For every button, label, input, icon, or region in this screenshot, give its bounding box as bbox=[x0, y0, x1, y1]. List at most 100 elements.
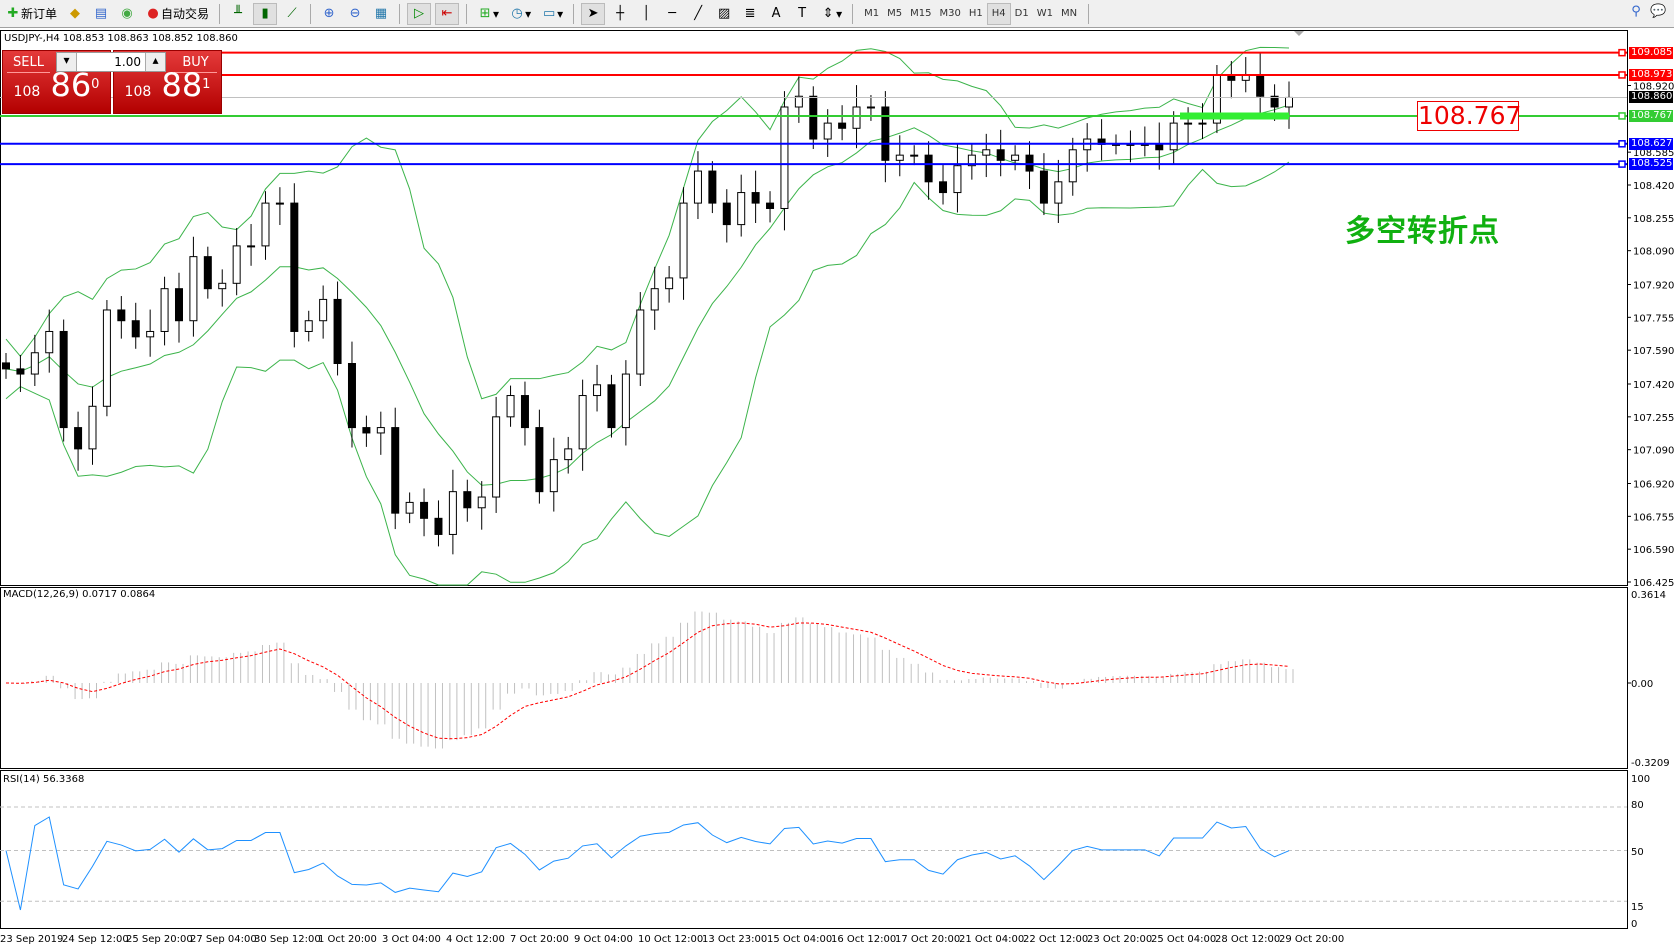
macd-pane bbox=[0, 587, 1628, 769]
price-axis-label: 107.920 bbox=[1633, 281, 1674, 292]
horizontal-line-icon: ─ bbox=[668, 5, 677, 21]
level-price-label: 108.973 bbox=[1629, 68, 1673, 81]
lot-input[interactable]: 1.00 bbox=[114, 55, 141, 69]
candle-bull bbox=[1184, 122, 1193, 125]
candle-bear bbox=[347, 363, 356, 429]
level-handle bbox=[1618, 48, 1626, 57]
lot-increase-button[interactable]: ▴ bbox=[145, 53, 165, 71]
price-axis-label: 107.420 bbox=[1633, 380, 1674, 391]
candle-bull bbox=[506, 395, 515, 418]
bar-chart-icon: ╨ bbox=[234, 5, 242, 21]
new-order-button[interactable]: ✚ 新订单 bbox=[2, 3, 60, 25]
candle-bull bbox=[866, 106, 875, 109]
candle-bear bbox=[607, 384, 616, 429]
cursor-button[interactable]: ➤ bbox=[581, 2, 606, 25]
tile-windows-button[interactable]: ▦ bbox=[370, 3, 392, 25]
lot-decrease-button[interactable]: ▾ bbox=[57, 53, 77, 71]
text-button[interactable]: A bbox=[765, 3, 787, 25]
price-axis-label: 108.920 bbox=[1633, 82, 1674, 93]
level-price-label: 108.860 bbox=[1629, 91, 1673, 104]
separator bbox=[399, 3, 401, 24]
signal-icon: ◉ bbox=[121, 5, 133, 21]
horizontal-line-button[interactable]: ─ bbox=[661, 3, 683, 25]
line-chart-button[interactable]: ⟋ bbox=[281, 3, 303, 25]
separator bbox=[310, 3, 312, 24]
level-price-label: 109.085 bbox=[1629, 46, 1673, 59]
vertical-line-button[interactable]: │ bbox=[635, 3, 657, 25]
candle-bear bbox=[2, 362, 10, 370]
price-annotation[interactable]: 108.767 bbox=[1417, 101, 1522, 131]
price-axis-label: 106.920 bbox=[1633, 480, 1674, 491]
candle-bull bbox=[650, 288, 659, 311]
timeframe-h4[interactable]: H4 bbox=[986, 2, 1011, 25]
search-icon[interactable]: ⚲ bbox=[1631, 4, 1641, 19]
auto-scroll-button[interactable]: ▷ bbox=[407, 2, 432, 25]
chart-shift-icon: ⇤ bbox=[441, 5, 453, 21]
candle-bear bbox=[708, 170, 717, 204]
candle-bear bbox=[391, 427, 400, 514]
fibonacci-button[interactable]: ≣ bbox=[739, 3, 761, 25]
timeframe-m1[interactable]: M1 bbox=[864, 8, 880, 19]
main-pane bbox=[0, 30, 1628, 586]
trendline-button[interactable]: ╱ bbox=[687, 3, 709, 25]
candle-bear bbox=[203, 256, 212, 290]
candle-bear bbox=[290, 202, 299, 332]
signals-button[interactable]: ◉ bbox=[116, 3, 138, 25]
bollinger-lower bbox=[5, 161, 1290, 586]
lot-stepper[interactable]: ▾ 1.00 ▴ bbox=[56, 52, 166, 72]
crosshair-button[interactable]: ┼ bbox=[609, 3, 631, 25]
candle-bull bbox=[564, 448, 573, 461]
candle-bear bbox=[1270, 95, 1279, 108]
arrows-icon: ⇕ bbox=[822, 5, 834, 21]
candle-bull bbox=[304, 320, 313, 332]
date-tick: 22 Oct 12:00 bbox=[1023, 934, 1089, 945]
chart-shift-button[interactable]: ⇤ bbox=[435, 2, 460, 25]
arrows-button[interactable]: ⇕ ▾ bbox=[817, 3, 845, 25]
crosshair-icon: ┼ bbox=[616, 5, 625, 21]
rsi-axis-label: 50 bbox=[1631, 847, 1644, 858]
one-click-trading-panel: SELL 108 860 BUY 108 881 ▾ 1.00 ▴ bbox=[2, 50, 222, 114]
timeframe-mn[interactable]: MN bbox=[1060, 8, 1078, 19]
candlestick-button[interactable]: ▮ bbox=[253, 2, 278, 25]
market-watch-button[interactable]: ◆ bbox=[64, 3, 86, 25]
auto-trading-button[interactable]: ● 自动交易 bbox=[142, 3, 212, 25]
templates-button[interactable]: ▭ ▾ bbox=[542, 5, 564, 21]
candle-bull bbox=[102, 309, 111, 407]
periods-button[interactable]: ◷ ▾ bbox=[506, 3, 534, 25]
timeframe-d1[interactable]: D1 bbox=[1014, 8, 1029, 19]
timeframe-m5[interactable]: M5 bbox=[887, 8, 903, 19]
date-tick: 4 Oct 12:00 bbox=[446, 934, 505, 945]
buy-price-prefix: 108 bbox=[124, 84, 152, 100]
date-tick: 1 Oct 20:00 bbox=[318, 934, 377, 945]
reversal-point-annotation[interactable]: 多空转折点 bbox=[1345, 214, 1500, 249]
right-tools: ⚲ 💬 bbox=[1628, 4, 1666, 20]
date-tick: 7 Oct 20:00 bbox=[510, 934, 569, 945]
symbol-info: USDJPY-,H4 108.853 108.863 108.852 108.8… bbox=[4, 33, 238, 44]
buy-price: 108 881 bbox=[114, 68, 221, 109]
indicators-button[interactable]: ⊞ ▾ bbox=[474, 3, 502, 25]
equidistant-channel-button[interactable]: ▨ bbox=[713, 3, 735, 25]
navigator-button[interactable]: ▤ bbox=[90, 3, 112, 25]
zoom-in-button[interactable]: ⊕ bbox=[318, 3, 340, 25]
candle-bear bbox=[809, 95, 818, 140]
timeframe-w1[interactable]: W1 bbox=[1036, 8, 1053, 19]
sell-price-fraction: 0 bbox=[91, 77, 100, 92]
sell-price-pips: 86 bbox=[50, 66, 92, 104]
zoom-out-button[interactable]: ⊖ bbox=[344, 3, 366, 25]
price-axis-label: 107.255 bbox=[1633, 413, 1674, 424]
date-tick: 10 Oct 12:00 bbox=[638, 934, 704, 945]
date-tick: 16 Oct 12:00 bbox=[831, 934, 897, 945]
text-label-button[interactable]: T bbox=[791, 3, 813, 25]
candle-bull bbox=[1011, 154, 1020, 161]
chat-icon[interactable]: 💬 bbox=[1650, 4, 1667, 19]
bar-chart-button[interactable]: ╨ bbox=[227, 3, 249, 25]
timeframe-m30[interactable]: M30 bbox=[939, 8, 961, 19]
timeframe-m15[interactable]: M15 bbox=[910, 8, 932, 19]
candle-bull bbox=[1198, 122, 1207, 125]
timeframe-h1[interactable]: H1 bbox=[968, 8, 983, 19]
candle-bull bbox=[218, 282, 227, 290]
candle-bull bbox=[189, 256, 198, 322]
candle-bull bbox=[794, 95, 803, 108]
candle-bear bbox=[16, 368, 25, 375]
